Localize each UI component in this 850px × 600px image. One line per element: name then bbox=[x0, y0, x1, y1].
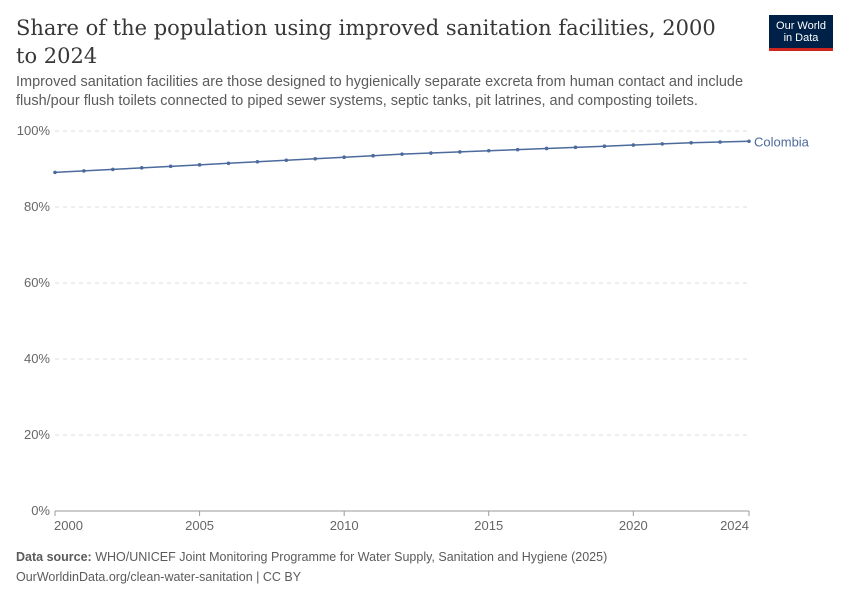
chart-subtitle: Improved sanitation facilities are those… bbox=[16, 74, 744, 109]
data-point bbox=[284, 158, 289, 163]
x-tick-label: 2024 bbox=[720, 518, 749, 533]
x-tick-label: 2010 bbox=[330, 518, 359, 533]
data-point bbox=[660, 142, 665, 146]
data-point bbox=[371, 153, 375, 158]
y-tick-label: 40% bbox=[24, 351, 50, 366]
logo-line2: in Data bbox=[783, 32, 819, 44]
data-point bbox=[342, 155, 346, 160]
x-tick-label: 2015 bbox=[474, 518, 503, 533]
data-point bbox=[197, 163, 202, 167]
y-tick-label: 20% bbox=[24, 427, 50, 442]
data-point bbox=[255, 159, 260, 164]
data-point bbox=[313, 156, 318, 161]
footer-url[interactable]: OurWorldinData.org/clean-water-sanitatio… bbox=[16, 570, 302, 584]
y-tick-label: 0% bbox=[31, 503, 50, 518]
series-line-colombia bbox=[54, 140, 750, 174]
data-point bbox=[718, 140, 722, 144]
data-point bbox=[573, 145, 578, 150]
data-point bbox=[486, 148, 491, 153]
data-point bbox=[139, 166, 144, 170]
data-point bbox=[53, 170, 57, 175]
footer: Data source: WHO/UNICEF Joint Monitoring… bbox=[16, 547, 607, 587]
data-point bbox=[544, 146, 549, 151]
data-point bbox=[458, 150, 462, 154]
source-text: WHO/UNICEF Joint Monitoring Programme fo… bbox=[95, 550, 608, 564]
data-point bbox=[602, 144, 607, 148]
y-tick-label: 80% bbox=[24, 199, 50, 214]
data-point bbox=[631, 143, 636, 147]
x-tick-label: 2005 bbox=[185, 518, 214, 533]
data-point bbox=[429, 151, 433, 155]
chart-title: Share of the population using improved s… bbox=[16, 16, 716, 68]
data-point bbox=[111, 167, 115, 172]
data-point bbox=[168, 164, 173, 169]
series-label: Colombia bbox=[754, 134, 810, 149]
data-point bbox=[226, 161, 231, 166]
data-point bbox=[689, 140, 693, 145]
data-point bbox=[747, 139, 751, 144]
y-tick-label: 100% bbox=[17, 123, 51, 138]
x-tick-label: 2020 bbox=[619, 518, 648, 533]
data-point bbox=[515, 147, 520, 152]
logo-line1: Our World bbox=[776, 20, 826, 32]
data-point bbox=[400, 152, 404, 156]
y-tick-label: 60% bbox=[24, 275, 50, 290]
data-point bbox=[82, 169, 86, 173]
owid-logo[interactable]: Our World in Data bbox=[769, 15, 833, 51]
source-label: Data source: bbox=[16, 550, 92, 564]
x-tick-label: 2000 bbox=[54, 518, 83, 533]
